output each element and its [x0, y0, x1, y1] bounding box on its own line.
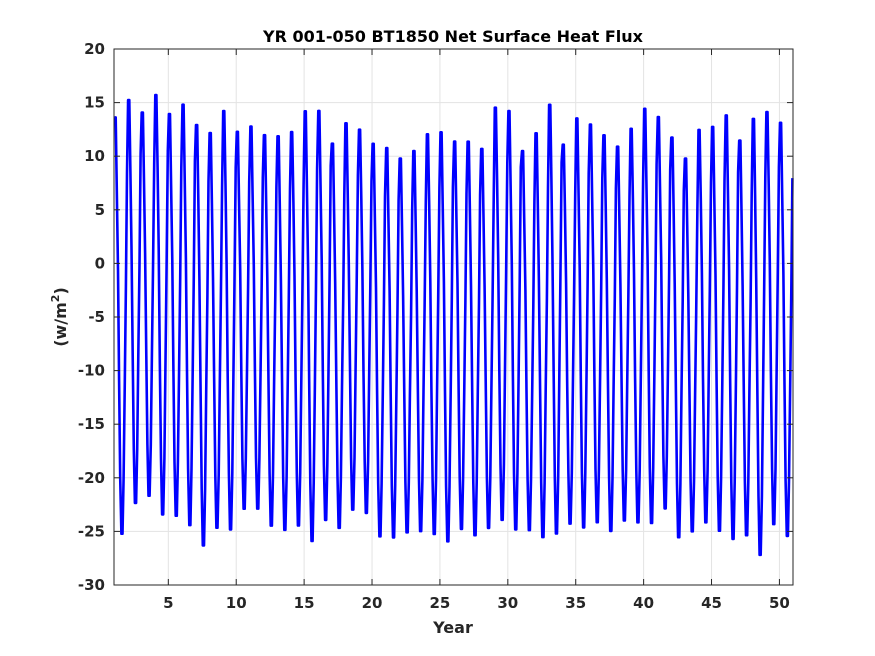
x-tick-label: 45: [701, 594, 722, 612]
series-layer: [114, 93, 794, 557]
y-tick-label: 15: [84, 94, 105, 112]
tick-marks: [114, 48, 793, 586]
y-tick-label: 0: [95, 254, 105, 272]
series-line: [114, 93, 794, 557]
y-tick-label: 20: [84, 40, 105, 58]
y-tick-label: -30: [78, 576, 105, 594]
y-tick-label: 10: [84, 147, 105, 165]
y-tick-label: -20: [78, 469, 105, 487]
x-tick-label: 50: [769, 594, 790, 612]
x-tick-label: 10: [226, 594, 247, 612]
y-axis-label-suffix: ): [51, 287, 70, 294]
x-tick-label: 30: [497, 594, 518, 612]
y-axis-label-superscript: 2: [49, 295, 62, 303]
x-tick-label: 40: [633, 594, 654, 612]
x-tick-label: 35: [565, 594, 586, 612]
x-axis-label: Year: [432, 618, 473, 637]
y-tick-label: -10: [78, 362, 105, 380]
y-tick-label: -15: [78, 415, 105, 433]
x-tick-label: 25: [429, 594, 450, 612]
y-tick-label: 5: [95, 201, 105, 219]
x-tick-label: 15: [294, 594, 315, 612]
y-axis-label-prefix: (w/m: [51, 302, 70, 347]
x-tick-labels: 5 10 15 20 25 30 35 40 45 50: [163, 594, 790, 612]
chart-title: YR 001-050 BT1850 Net Surface Heat Flux: [262, 27, 644, 46]
y-tick-labels: -30 -25 -20 -15 -10 -5 0 5 10 15 20: [78, 40, 105, 594]
x-tick-label: 20: [362, 594, 383, 612]
y-axis-label: (w/m2): [49, 287, 70, 347]
x-tick-label: 5: [163, 594, 173, 612]
y-tick-label: -5: [88, 308, 105, 326]
y-tick-label: -25: [78, 522, 105, 540]
